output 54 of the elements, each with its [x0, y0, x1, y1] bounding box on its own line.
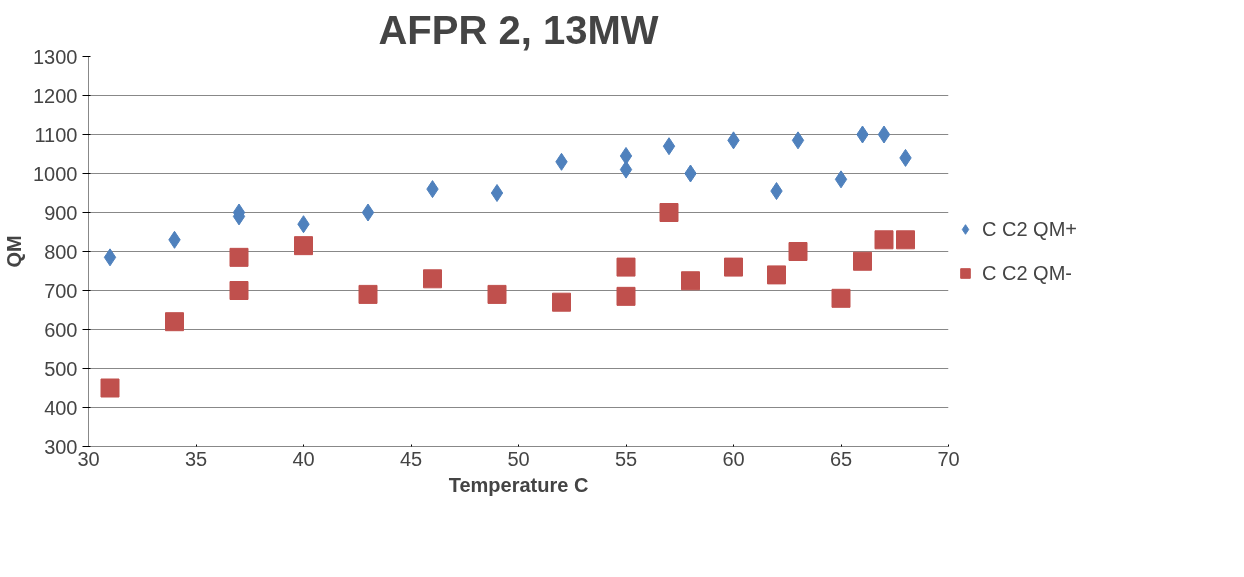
y-tick-label: 700	[44, 279, 78, 302]
point	[490, 184, 504, 202]
point	[619, 146, 633, 165]
x-tick-label: 55	[614, 447, 638, 470]
point	[724, 257, 743, 277]
point	[361, 203, 375, 222]
y-tick-label: 900	[44, 201, 78, 224]
y-tick-label: 1000	[33, 162, 78, 185]
point	[853, 251, 872, 271]
x-tick-label: 50	[507, 447, 530, 470]
point	[831, 288, 851, 308]
point	[165, 312, 184, 332]
x-tick-label: 60	[722, 447, 745, 470]
point	[834, 170, 848, 189]
point	[552, 292, 571, 312]
x-tick-label: 45	[399, 447, 423, 470]
point	[896, 230, 915, 250]
point	[358, 284, 378, 304]
y-tick-label: 400	[44, 396, 78, 419]
x-tick-label: 40	[292, 447, 315, 470]
point	[659, 203, 679, 222]
point	[103, 248, 117, 267]
point	[487, 284, 507, 304]
point	[229, 281, 249, 300]
y-tick-label: 600	[44, 318, 78, 341]
point	[616, 257, 636, 277]
point	[874, 230, 894, 250]
y-tick-label: 500	[44, 357, 78, 380]
y-axis-title: QM	[3, 235, 26, 268]
x-axis-title: Temperature C	[448, 473, 589, 496]
legend-label: C C2 QM-	[982, 261, 1072, 285]
point	[100, 378, 120, 398]
point	[767, 265, 786, 285]
legend-label: C C2 QM+	[982, 217, 1078, 241]
point	[662, 137, 676, 156]
y-tick-label: 1100	[34, 123, 78, 146]
point	[877, 125, 891, 144]
point	[616, 286, 636, 306]
y-tick-label: 300	[44, 435, 78, 458]
point	[619, 160, 633, 179]
point	[294, 236, 313, 256]
point	[423, 269, 442, 289]
point	[681, 271, 700, 291]
x-tick-label: 30	[77, 447, 100, 470]
x-tick-label: 70	[937, 447, 960, 470]
point	[229, 247, 249, 267]
y-tick-label: 800	[44, 240, 78, 263]
y-tick-label: 1300	[33, 45, 78, 68]
chart-title: AFPR 2, 13MW	[378, 7, 659, 52]
x-tick-label: 65	[829, 447, 853, 470]
point	[788, 242, 808, 261]
y-tick-label: 1200	[33, 84, 78, 107]
point	[791, 131, 805, 150]
x-tick-label: 35	[184, 447, 208, 470]
